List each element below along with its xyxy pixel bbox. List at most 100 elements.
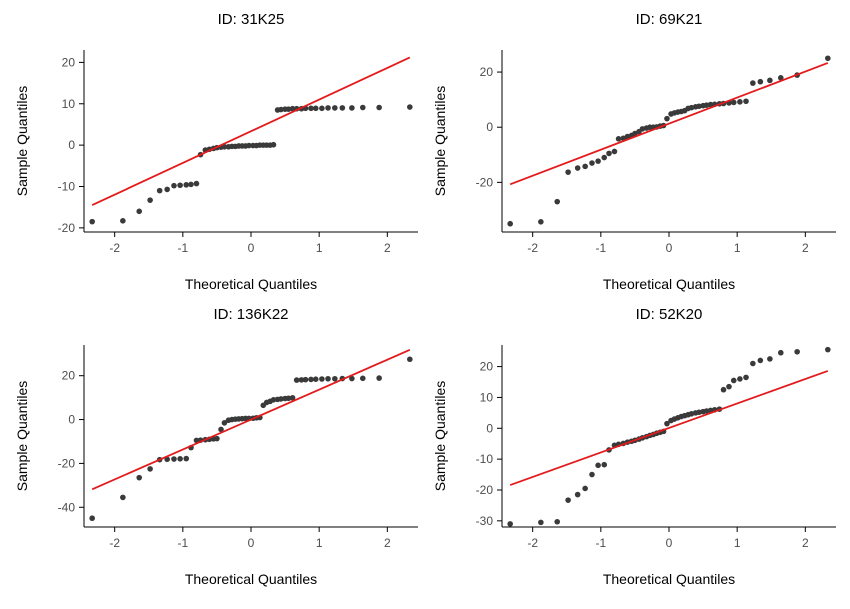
y-tick-label: 0 <box>68 138 75 152</box>
data-point <box>339 105 346 111</box>
x-axis-label: Theoretical Quantiles <box>185 571 317 587</box>
data-point <box>183 455 190 462</box>
data-point <box>298 377 305 383</box>
data-point <box>312 376 319 383</box>
data-point <box>293 377 300 383</box>
data-point <box>193 180 200 187</box>
y-tick-label: 20 <box>480 65 494 79</box>
y-tick-label: 20 <box>480 360 494 374</box>
data-point <box>89 218 95 225</box>
x-tick-label: 1 <box>316 241 323 255</box>
data-point <box>270 141 277 148</box>
data-point <box>302 376 309 383</box>
data-point <box>183 182 190 188</box>
qq-panel-2: ID: 69K21 -2 -1 0 1 2 -20 0 20 Theoretical Quanti… <box>432 11 836 292</box>
data-point <box>376 104 382 111</box>
data-point <box>221 143 228 150</box>
y-tick-label: -10 <box>58 180 76 194</box>
x-axis-label: Theoretical Quantiles <box>603 571 735 587</box>
panel-title: ID: 31K25 <box>218 11 285 28</box>
data-point <box>794 348 800 355</box>
data-point <box>750 80 756 86</box>
panel-title: ID: 69K21 <box>636 11 703 28</box>
data-point <box>120 494 126 501</box>
y-tick-label: -20 <box>58 221 76 235</box>
data-point <box>757 357 764 364</box>
x-tick-label: 1 <box>316 536 323 550</box>
data-point <box>120 218 126 224</box>
x-tick-label: 2 <box>802 536 809 550</box>
x-tick-label: 2 <box>802 241 809 255</box>
x-tick-label: 0 <box>248 536 255 550</box>
data-point <box>319 105 325 112</box>
data-point <box>589 160 595 166</box>
data-point <box>777 349 784 356</box>
data-point <box>359 375 366 382</box>
x-tick-label: -2 <box>527 241 538 255</box>
data-point <box>507 220 513 227</box>
data-point <box>825 346 831 353</box>
data-point <box>554 198 561 205</box>
data-point <box>507 521 513 527</box>
reference-line <box>91 56 411 206</box>
qq-panel-3: ID: 136K22 -2 -1 0 1 2 -40 -20 0 20 Theoretical Qu… <box>14 306 418 587</box>
data-point <box>601 461 608 468</box>
x-tick-label: -2 <box>109 536 120 550</box>
data-point <box>278 396 284 402</box>
x-tick-label: 0 <box>666 536 673 550</box>
data-point <box>89 515 95 522</box>
data-point <box>538 218 544 225</box>
x-axis-label: Theoretical Quantiles <box>185 276 317 292</box>
data-point <box>332 105 338 111</box>
data-point <box>188 181 194 188</box>
data-point <box>147 466 153 472</box>
data-point <box>349 375 355 382</box>
y-tick-label: -40 <box>58 500 76 514</box>
data-point <box>278 106 284 113</box>
data-point <box>376 375 382 381</box>
data-point <box>582 485 588 492</box>
x-axis-label: Theoretical Quantiles <box>603 276 735 292</box>
data-point <box>147 197 153 203</box>
y-tick-label: 20 <box>62 369 76 383</box>
x-tick-label: 1 <box>734 536 741 550</box>
y-tick-label: -30 <box>476 514 494 528</box>
data-point <box>270 397 277 403</box>
panel-title: ID: 52K20 <box>636 306 703 323</box>
data-point <box>325 105 331 111</box>
data-point <box>589 471 595 478</box>
reference-line <box>509 62 829 186</box>
data-point <box>825 55 831 62</box>
data-point <box>177 456 183 462</box>
data-point <box>285 395 292 402</box>
data-point <box>582 163 588 170</box>
data-point <box>696 103 702 110</box>
data-point <box>750 360 756 367</box>
x-tick-label: 0 <box>666 241 673 255</box>
data-point <box>730 99 737 106</box>
data-point <box>601 154 608 161</box>
data-point <box>574 165 581 171</box>
data-point <box>349 105 355 111</box>
data-point <box>574 491 581 498</box>
data-point <box>767 77 773 84</box>
data-point <box>554 518 561 525</box>
data-point <box>538 519 544 526</box>
data-point <box>595 462 601 469</box>
y-tick-label: 10 <box>480 390 494 404</box>
y-tick-label: 0 <box>486 120 493 134</box>
reference-line <box>509 370 829 486</box>
y-tick-label: -20 <box>476 483 494 497</box>
data-point <box>777 75 784 81</box>
data-point <box>246 142 252 149</box>
data-point <box>325 375 331 382</box>
data-point <box>221 420 228 426</box>
data-point <box>707 101 714 108</box>
data-point <box>606 150 612 157</box>
x-tick-label: -2 <box>109 241 120 255</box>
data-point <box>743 98 749 105</box>
x-tick-label: -1 <box>178 241 189 255</box>
